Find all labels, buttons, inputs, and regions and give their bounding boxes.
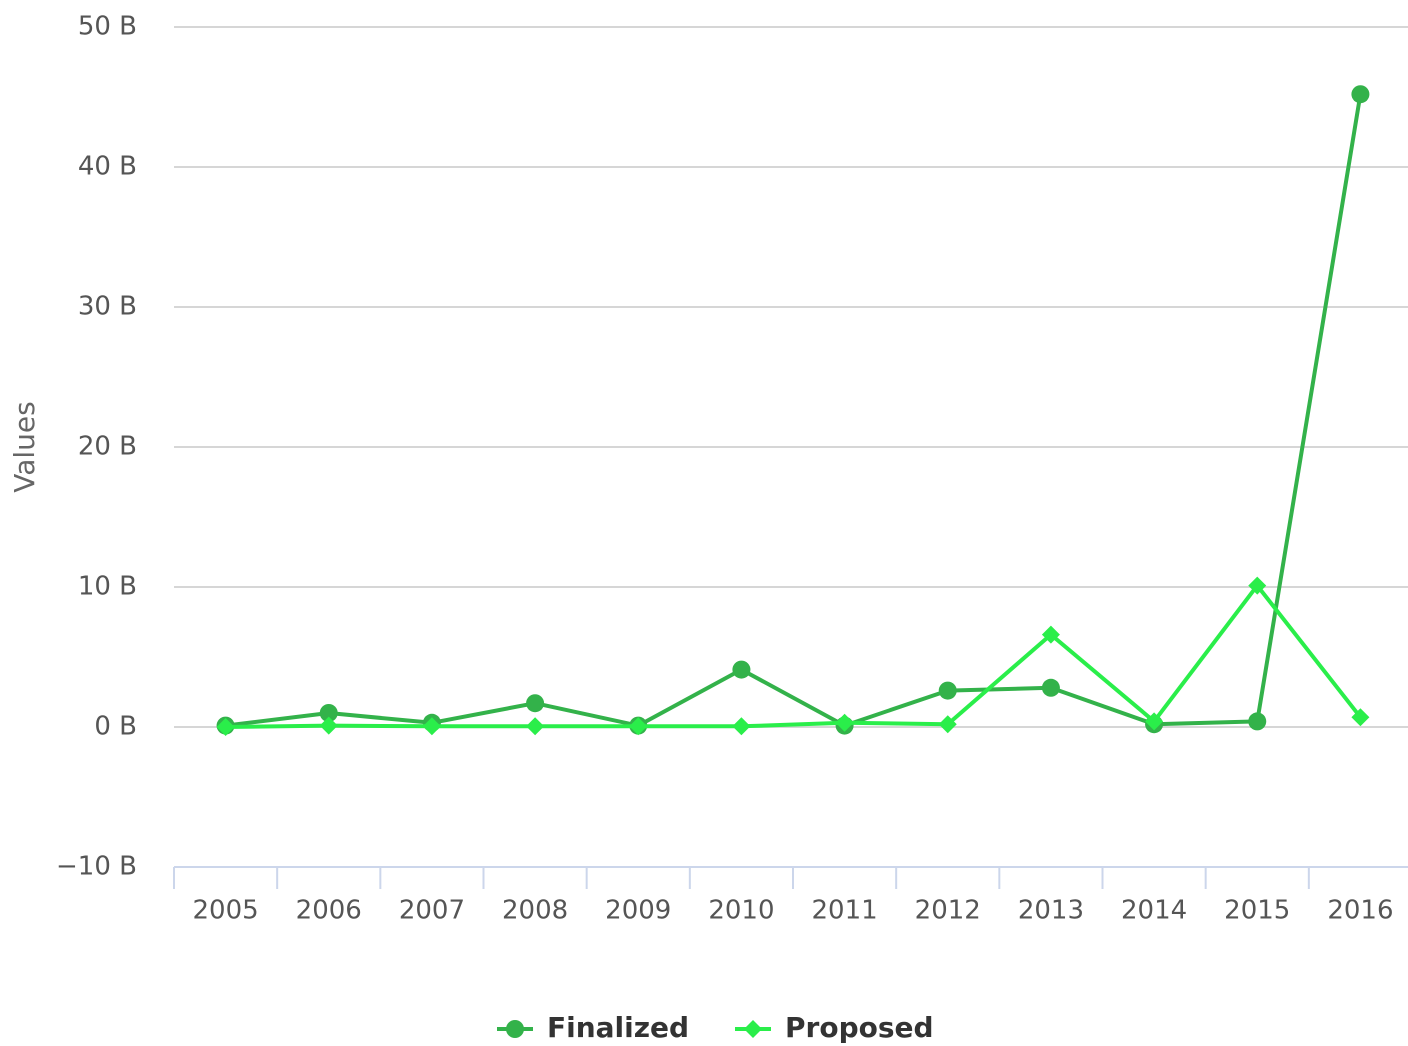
y-tick-label: 40 B [78, 152, 137, 182]
data-point [629, 717, 648, 736]
data-point [319, 716, 338, 735]
legend-label: Proposed [785, 1011, 934, 1044]
y-tick-label: 50 B [78, 12, 137, 42]
y-tick-label: 20 B [78, 432, 137, 462]
series-line [225, 583, 1362, 729]
data-point [319, 704, 338, 722]
data-point [1248, 712, 1267, 731]
data-point [1248, 576, 1267, 595]
data-point [1351, 708, 1370, 727]
data-point [526, 717, 545, 736]
x-tick-label: 2012 [915, 896, 981, 926]
series-line [225, 93, 1363, 728]
legend-label: Finalized [547, 1011, 689, 1044]
y-tick-label: 0 B [94, 712, 137, 742]
x-tick-label: 2015 [1224, 896, 1290, 926]
data-point [1041, 678, 1060, 697]
legend-marker [744, 1020, 762, 1038]
x-tick-label: 2013 [1018, 896, 1084, 926]
x-tick-label: 2009 [605, 896, 671, 926]
x-tick-label: 2005 [192, 896, 258, 926]
y-tick-label: 10 B [78, 572, 137, 602]
x-tick-label: 2014 [1121, 896, 1187, 926]
x-tick-label: 2016 [1327, 896, 1393, 926]
x-tick-label: 2011 [811, 896, 877, 926]
y-axis-title: Values [8, 401, 41, 492]
data-point [938, 681, 957, 700]
data-point [216, 718, 235, 736]
data-point [732, 717, 751, 736]
x-tick-label: 2010 [708, 896, 774, 926]
data-point [1145, 712, 1164, 731]
data-point [732, 660, 751, 679]
data-point [1351, 85, 1370, 104]
data-point [526, 694, 545, 713]
data-point [938, 715, 957, 734]
data-point [835, 713, 854, 732]
data-point [1041, 625, 1060, 644]
x-tick-label: 2007 [399, 896, 465, 926]
legend-marker [506, 1020, 524, 1038]
x-tick-label: 2008 [502, 896, 568, 926]
y-tick-label: 30 B [78, 292, 137, 322]
data-point [422, 717, 441, 736]
x-tick-label: 2006 [296, 896, 362, 926]
y-tick-label: −10 B [56, 852, 137, 882]
